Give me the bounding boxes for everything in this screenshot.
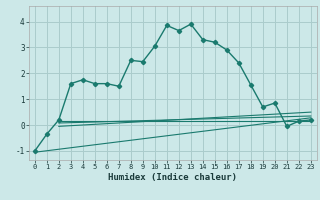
X-axis label: Humidex (Indice chaleur): Humidex (Indice chaleur) [108, 173, 237, 182]
